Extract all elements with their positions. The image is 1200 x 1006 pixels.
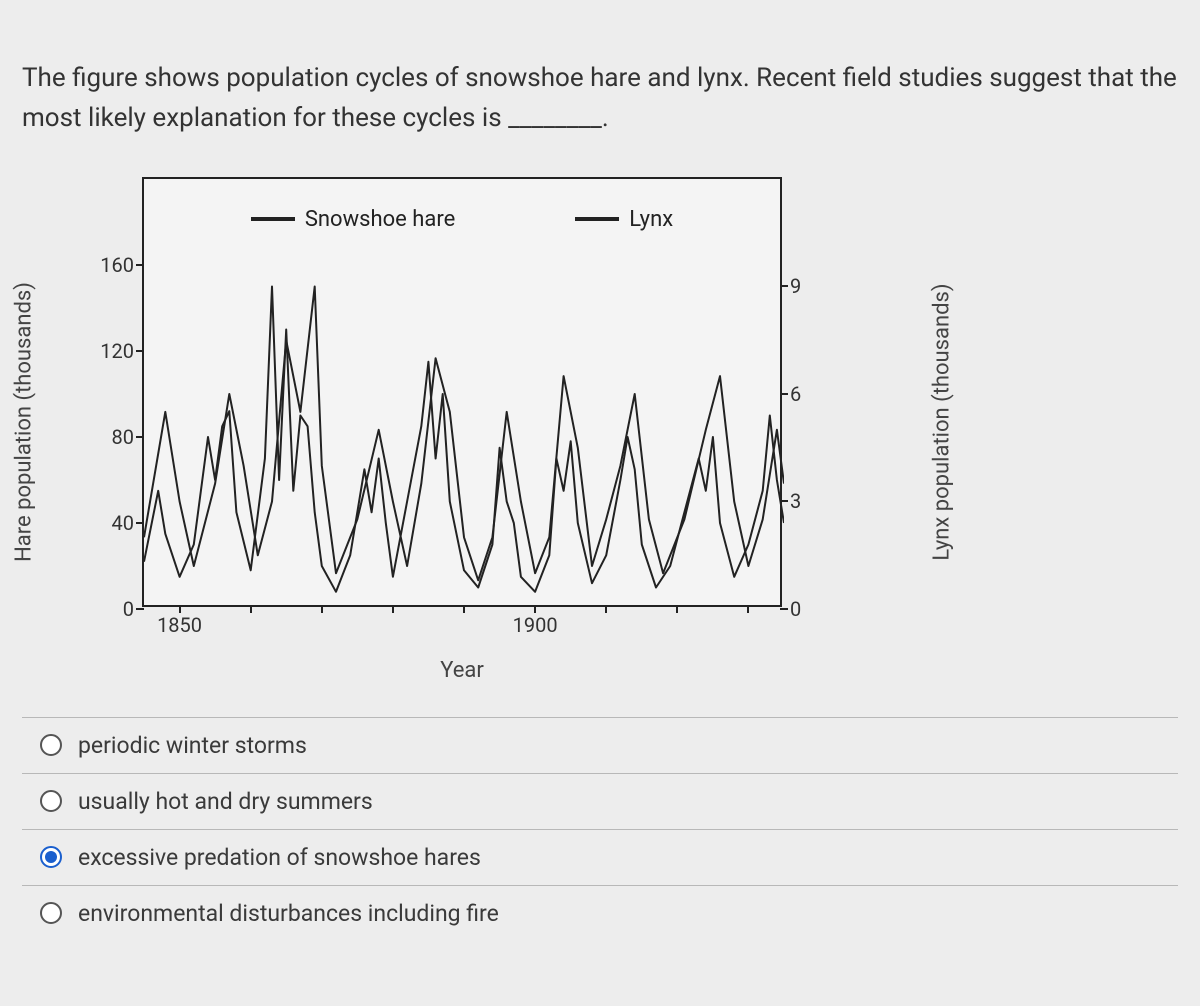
answer-options: periodic winter storms usually hot and dr… bbox=[22, 717, 1178, 941]
tick-mark bbox=[676, 605, 678, 613]
chart-plot-area: Snowshoe hare Lynx 040801201600369185019… bbox=[142, 177, 782, 607]
tick-mark bbox=[780, 500, 788, 502]
tick-mark bbox=[136, 608, 144, 610]
tick-mark bbox=[780, 608, 788, 610]
tick-mark bbox=[747, 605, 749, 613]
tick-mark bbox=[179, 605, 181, 613]
tick-mark bbox=[780, 285, 788, 287]
radio-icon[interactable] bbox=[40, 790, 62, 812]
population-chart: Hare population (thousands) Lynx populat… bbox=[32, 167, 892, 677]
series-line bbox=[144, 286, 784, 580]
chart-svg bbox=[144, 179, 784, 609]
answer-option[interactable]: usually hot and dry summers bbox=[22, 773, 1178, 829]
radio-icon[interactable] bbox=[40, 846, 62, 868]
answer-option-label: usually hot and dry summers bbox=[78, 788, 373, 815]
answer-option[interactable]: periodic winter storms bbox=[22, 717, 1178, 773]
radio-icon[interactable] bbox=[40, 734, 62, 756]
tick-mark bbox=[463, 605, 465, 613]
question-text: The figure shows population cycles of sn… bbox=[22, 58, 1178, 139]
tick-mark bbox=[780, 393, 788, 395]
answer-option-label: excessive predation of snowshoe hares bbox=[78, 844, 481, 871]
radio-icon[interactable] bbox=[40, 902, 62, 924]
answer-option-label: environmental disturbances including fir… bbox=[78, 900, 499, 927]
tick-mark bbox=[605, 605, 607, 613]
tick-mark bbox=[136, 350, 144, 352]
answer-option[interactable]: excessive predation of snowshoe hares bbox=[22, 829, 1178, 885]
answer-option-label: periodic winter storms bbox=[78, 732, 307, 759]
tick-mark bbox=[136, 522, 144, 524]
y-right-axis-label: Lynx population (thousands) bbox=[930, 283, 955, 560]
tick-mark bbox=[136, 436, 144, 438]
series-line bbox=[144, 286, 784, 591]
tick-mark bbox=[136, 264, 144, 266]
tick-mark bbox=[250, 605, 252, 613]
tick-mark bbox=[534, 605, 536, 613]
tick-mark bbox=[392, 605, 394, 613]
x-axis-label: Year bbox=[440, 658, 484, 683]
answer-option[interactable]: environmental disturbances including fir… bbox=[22, 885, 1178, 941]
tick-mark bbox=[321, 605, 323, 613]
y-left-axis-label: Hare population (thousands) bbox=[12, 282, 37, 562]
